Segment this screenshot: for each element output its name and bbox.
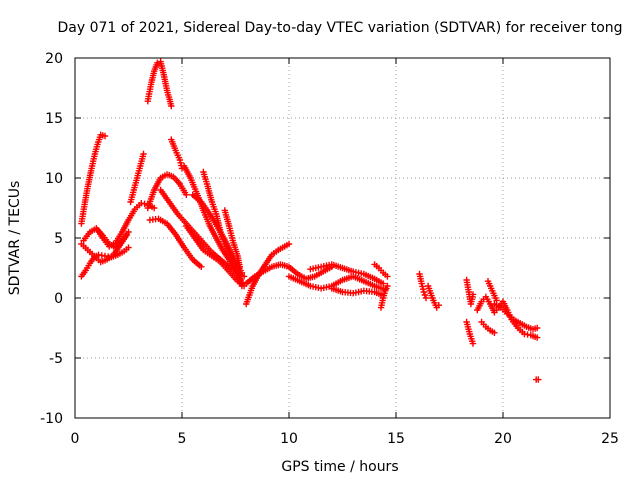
data-point	[168, 102, 175, 110]
series-arc-1	[78, 131, 109, 227]
y-tick-label: 15	[45, 111, 63, 127]
series-arc-24	[416, 270, 430, 302]
data-point	[198, 263, 205, 270]
grid-lines	[75, 58, 610, 418]
y-tick-label: -10	[40, 411, 63, 427]
y-tick-labels: -10 -5 0 5 10 15 20	[40, 51, 63, 427]
data-point	[154, 59, 161, 66]
y-tick-label: 0	[54, 291, 63, 307]
series-arc-26	[463, 276, 477, 308]
series-arc-8	[144, 171, 190, 212]
data-point	[534, 334, 541, 341]
data-point	[384, 282, 391, 290]
series-arc-28	[474, 293, 541, 341]
series-arc-29	[478, 318, 498, 336]
series-arc-27	[463, 318, 477, 347]
series-arc-18	[243, 261, 335, 287]
data-point	[469, 291, 477, 298]
series-arc-16	[183, 222, 248, 290]
y-tick-label: 20	[45, 51, 63, 67]
x-tick-label: 15	[387, 431, 405, 447]
data-point	[183, 191, 190, 198]
data-point	[422, 294, 430, 302]
data-point	[101, 132, 109, 140]
data-point	[125, 244, 132, 251]
y-tick-label: -5	[49, 351, 63, 367]
y-tick-label: 5	[54, 231, 63, 247]
series-arc-23	[377, 282, 391, 311]
data-point	[535, 376, 542, 383]
series-arc-22	[371, 261, 391, 280]
x-tick-label: 5	[178, 431, 187, 447]
y-tick-label: 10	[45, 171, 63, 187]
series-arc-7	[144, 58, 175, 110]
x-axis-label: GPS time / hours	[281, 459, 398, 475]
data-point	[151, 204, 158, 212]
series-arc-30	[484, 278, 500, 304]
chart-title: Day 071 of 2021, Sidereal Day-to-day VTE…	[57, 20, 622, 36]
series-arc-11	[168, 136, 186, 172]
data-point	[469, 340, 477, 347]
y-axis-label: SDTVAR / TECUs	[7, 181, 23, 296]
data-point	[421, 291, 429, 299]
series-arc-6	[127, 150, 147, 206]
series-arc-21	[328, 285, 387, 299]
data-point	[491, 329, 498, 336]
series-arc-15	[221, 207, 243, 270]
data-point	[534, 324, 541, 332]
x-tick-labels: 0 5 10 15 20 25	[71, 431, 619, 447]
data-point	[384, 273, 391, 280]
series-arc-32	[533, 376, 542, 383]
data-point	[420, 288, 427, 296]
data-points	[78, 58, 542, 383]
axis-ticks	[74, 57, 611, 419]
data-point	[435, 302, 442, 309]
series-arc-14	[200, 168, 246, 290]
x-tick-label: 0	[71, 431, 80, 447]
x-tick-label: 25	[601, 431, 619, 447]
data-point	[236, 263, 243, 270]
data-point	[380, 280, 387, 287]
series-arc-17	[243, 240, 293, 308]
series-arc-25	[424, 282, 442, 311]
data-point	[238, 269, 246, 276]
data-point	[125, 228, 132, 236]
x-tick-label: 10	[280, 431, 298, 447]
data-point	[140, 150, 147, 158]
series-arc-9	[146, 215, 205, 270]
series-arc-31	[491, 300, 541, 333]
series-arc-20	[307, 261, 387, 287]
data-point	[285, 240, 293, 248]
x-tick-label: 20	[494, 431, 512, 447]
